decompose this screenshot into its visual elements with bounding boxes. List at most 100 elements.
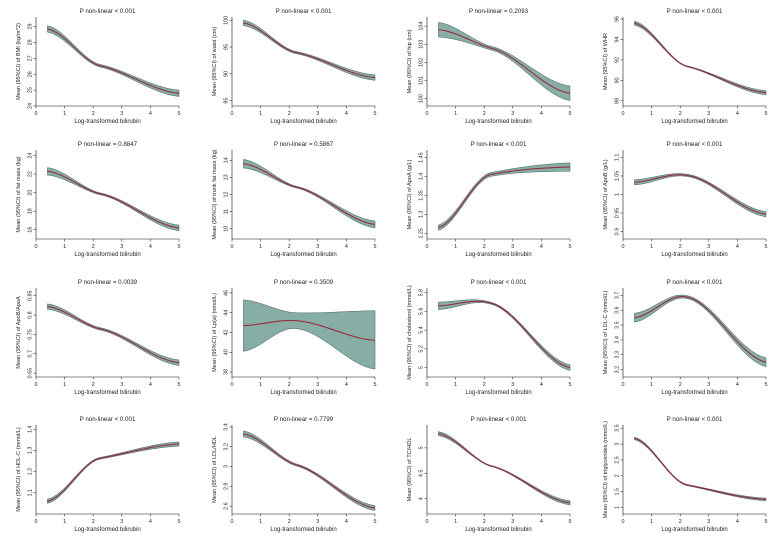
y-axis-label: Mean (95%CI) of LDL/HDL <box>212 436 218 503</box>
x-tick-label: 2 <box>92 244 95 250</box>
x-tick-label: 1 <box>259 244 262 250</box>
y-tick-label: 11 <box>224 209 230 215</box>
y-tick-label: 22 <box>28 171 34 177</box>
y-tick-label: 102 <box>419 58 425 67</box>
chart-title: P non-linear < 0.001 <box>667 8 723 15</box>
x-tick-label: 2 <box>483 244 486 250</box>
x-tick-label: 2 <box>92 111 95 117</box>
y-tick-label: 28 <box>28 39 34 45</box>
x-tick-label: 3 <box>316 382 319 388</box>
mean-line <box>243 22 376 79</box>
y-tick-label: 24 <box>28 103 34 109</box>
x-tick-label: 0 <box>622 111 625 117</box>
x-tick-label: 0 <box>426 382 429 388</box>
x-tick-label: 2 <box>679 244 682 250</box>
y-tick-label: 14 <box>224 157 230 163</box>
y-tick-label: 5 <box>419 446 425 449</box>
x-tick-label: 3 <box>120 244 123 250</box>
chart-panel-5: P non-linear = 0.8847 0 1 2 3 4 5 16 18 20 22 24 Log… <box>16 141 181 258</box>
x-axis-label: Log-transformed bilirubin <box>661 390 727 396</box>
y-axis-label: Mean (95%CI) of waist (cm) <box>212 27 218 96</box>
x-tick-label: 2 <box>288 111 291 117</box>
chart-panel-10: P non-linear = 0.3509 0 1 2 3 4 5 38 40 42 44 46 Log… <box>212 279 377 396</box>
y-tick-label: 1.4 <box>419 173 425 181</box>
y-tick-label: 3.7 <box>615 292 621 300</box>
x-tick-label: 5 <box>765 519 768 525</box>
y-tick-label: 3.4 <box>615 336 621 344</box>
chart-title: P non-linear = 0.3509 <box>274 279 334 286</box>
chart-title: P non-linear < 0.001 <box>471 279 527 286</box>
x-tick-label: 5 <box>765 111 768 117</box>
x-axis-label: Log-transformed bilirubin <box>661 252 727 258</box>
x-tick-label: 1 <box>259 111 262 117</box>
y-tick-label: 1.5 <box>615 488 621 496</box>
ci-band <box>47 167 180 231</box>
x-axis-label: Log-transformed bilirubin <box>74 252 140 258</box>
x-tick-label: 3 <box>707 382 710 388</box>
y-axis-label: Mean (95%CI) of WHR <box>603 33 609 90</box>
x-tick-label: 5 <box>374 519 377 525</box>
x-tick-label: 3 <box>120 111 123 117</box>
y-tick-label: 3.5 <box>615 321 621 329</box>
x-tick-label: 1 <box>454 244 457 250</box>
x-tick-label: 4 <box>736 244 739 250</box>
y-tick-label: 20 <box>28 190 34 196</box>
y-tick-label: 29 <box>28 24 34 30</box>
x-axis-label: Log-transformed bilirubin <box>465 390 531 396</box>
x-tick-label: 3 <box>316 244 319 250</box>
x-tick-label: 4 <box>345 111 348 117</box>
y-axis-label: Mean (95%CI) of TC/HDL <box>407 438 413 502</box>
chart-panel-7: P non-linear < 0.001 0 1 2 3 4 5 1.25 1.3 1.35 1.4… <box>407 141 572 258</box>
x-tick-label: 3 <box>707 111 710 117</box>
x-tick-label: 2 <box>288 519 291 525</box>
y-tick-label: 1.35 <box>419 190 425 201</box>
y-tick-label: 0.85 <box>28 290 34 301</box>
ci-band <box>634 294 767 367</box>
x-tick-label: 5 <box>374 244 377 250</box>
mean-line <box>243 433 376 509</box>
y-tick-label: 5.4 <box>419 326 425 334</box>
chart-panel-11: P non-linear < 0.001 0 1 2 3 4 5 5 5.2 5.4 5.6 5.8 L… <box>407 279 572 396</box>
ci-band <box>243 19 376 81</box>
y-tick-label: 2.6 <box>224 502 230 510</box>
x-tick-label: 0 <box>622 519 625 525</box>
ci-band <box>438 431 571 506</box>
x-tick-label: 4 <box>736 111 739 117</box>
ci-band <box>634 20 767 96</box>
x-tick-label: 5 <box>374 382 377 388</box>
x-tick-label: 4 <box>540 111 543 117</box>
y-tick-label: 100 <box>224 16 230 25</box>
mean-line <box>47 306 180 364</box>
chart-panel-4: P non-linear < 0.001 0 1 2 3 4 5 88 90 92 94 96 Log-… <box>603 8 768 125</box>
y-tick-label: 0.75 <box>28 329 34 340</box>
x-tick-label: 5 <box>765 382 768 388</box>
x-tick-label: 3 <box>707 244 710 250</box>
mean-line <box>634 295 767 363</box>
x-axis-label: Log-transformed bilirubin <box>270 390 336 396</box>
y-tick-label: 3.4 <box>224 423 230 431</box>
y-tick-label: 44 <box>224 310 230 316</box>
y-axis-label: Mean (95%CI) of ApoB (g/L) <box>603 159 609 229</box>
y-tick-label: 42 <box>224 330 230 336</box>
y-tick-label: 90 <box>615 77 621 83</box>
x-tick-label: 2 <box>483 111 486 117</box>
y-tick-label: 1 <box>615 506 621 509</box>
x-tick-label: 5 <box>569 111 572 117</box>
y-tick-label: 5 <box>419 366 425 369</box>
chart-title: P non-linear = 0.0039 <box>78 279 138 286</box>
x-tick-label: 4 <box>736 382 739 388</box>
ci-band <box>438 22 571 101</box>
x-tick-label: 0 <box>231 244 234 250</box>
y-tick-label: 101 <box>419 76 425 85</box>
x-tick-label: 2 <box>92 519 95 525</box>
ci-band <box>47 25 180 97</box>
y-tick-label: 0.65 <box>28 368 34 379</box>
y-axis-label: Mean (95%CI) of LDL-C (mmol/L) <box>603 291 609 375</box>
ci-band <box>634 436 767 501</box>
y-tick-label: 40 <box>224 349 230 355</box>
mean-line <box>634 437 767 500</box>
x-tick-label: 3 <box>707 519 710 525</box>
y-tick-label: 103 <box>419 40 425 49</box>
chart-title: P non-linear = 0.7799 <box>274 416 334 423</box>
chart-panel-9: P non-linear = 0.0039 0 1 2 3 4 5 0.65 0.7 0.75 0.… <box>16 279 181 396</box>
